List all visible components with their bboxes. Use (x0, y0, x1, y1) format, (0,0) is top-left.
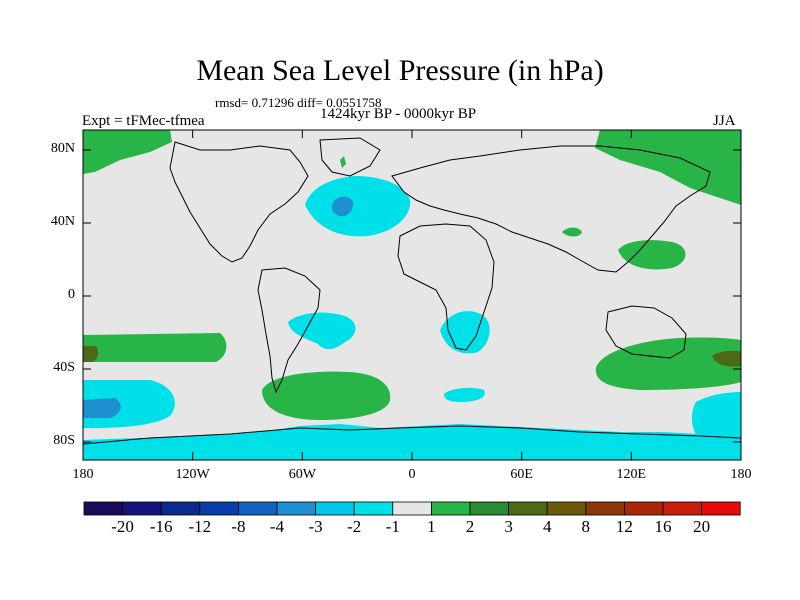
colorbar-label: 16 (654, 517, 672, 536)
y-tick-label: 80S (53, 433, 75, 448)
colorbar-label: -2 (347, 517, 362, 536)
colorbar-label: -8 (231, 517, 246, 536)
colorbar-swatch (701, 501, 741, 516)
y-tick-label: 40N (50, 214, 75, 229)
colorbar-swatch (469, 501, 509, 516)
stats-subtitle: rmsd= 0.71296 diff= 0.0551758 (215, 95, 382, 110)
colorbar-swatch (508, 501, 548, 516)
anomaly-pos-greenland-dot (340, 156, 346, 168)
colorbar-swatch (237, 501, 278, 516)
anomaly-pos-arctic-west (83, 130, 172, 174)
anomaly-pos-core-south-indian (712, 350, 741, 367)
colorbar-label: 1 (427, 517, 436, 536)
season-label: JJA (713, 113, 736, 129)
anomaly-pos-west-pacific (618, 240, 686, 270)
y-tick-label: 40S (53, 360, 75, 375)
anomaly-neg-north-atlantic (305, 176, 411, 237)
colorbar-swatch (315, 501, 355, 516)
anomaly-neg-southern-africa (440, 311, 490, 354)
colorbar-swatch (662, 501, 702, 516)
colorbar-swatch (160, 501, 201, 516)
colorbar-label: 3 (504, 517, 513, 536)
colorbar-label: -16 (149, 517, 173, 536)
colorbar-label: -3 (308, 517, 323, 536)
colorbar-label: 12 (615, 517, 633, 536)
experiment-label: Expt = tFMec-tfmea (82, 113, 205, 129)
anomaly-neg-southern-ocean-east (691, 392, 741, 440)
colorbar-swatch (353, 501, 394, 516)
colorbar-label: 8 (581, 517, 591, 536)
anomaly-neg-south-america (288, 312, 356, 350)
map-background (83, 130, 741, 460)
colorbar-swatch (199, 501, 239, 516)
anomaly-neg-core-south-pacific (83, 398, 121, 418)
colorbar-swatch (122, 501, 162, 516)
colorbar-label: 4 (542, 517, 552, 536)
x-tick-label: 180 (72, 467, 94, 482)
colorbar-label: -12 (188, 517, 212, 536)
colorbar-swatch (276, 501, 316, 516)
colorbar-label: -20 (111, 517, 134, 536)
colorbar-swatch (392, 501, 432, 516)
x-tick-label: 60E (510, 467, 533, 482)
anomaly-pos-south-pacific-west (83, 333, 227, 362)
colorbar-label: -1 (385, 517, 400, 536)
y-tick-label: 80N (50, 141, 75, 156)
map-title: Mean Sea Level Pressure (in hPa) (196, 54, 604, 87)
colorbar-swatch (430, 501, 471, 516)
x-tick-label: 180 (730, 467, 752, 482)
axis-ticks (82, 130, 742, 460)
colorbar-label: 20 (693, 517, 711, 536)
colorbar-label: 2 (465, 517, 475, 536)
colorbar-swatch (83, 501, 123, 516)
anomaly-pos-core-south-pacific-west (83, 346, 99, 362)
x-tick-label: 120W (175, 467, 210, 482)
anomaly-pos-south-indian (595, 337, 741, 390)
anomaly-field (83, 130, 741, 460)
coastlines (83, 137, 741, 445)
anomaly-neg-core-atlantic (331, 196, 354, 217)
anomaly-pos-central-asia (562, 227, 582, 237)
anomaly-pos-south-atlantic (262, 371, 391, 420)
period-subtitle: 1424kyr BP - 0000kyr BP (320, 106, 477, 122)
colorbar-swatch (585, 501, 625, 516)
colorbar-swatch (624, 501, 664, 516)
y-tick-label: 0 (68, 287, 75, 302)
x-tick-label: 60W (288, 467, 316, 482)
x-tick-label: 0 (408, 467, 416, 482)
colorbar-label: -4 (269, 517, 285, 536)
colorbar-swatch (546, 501, 587, 516)
anomaly-neg-southern-ocean-small (444, 387, 485, 402)
x-tick-label: 120E (616, 467, 647, 482)
